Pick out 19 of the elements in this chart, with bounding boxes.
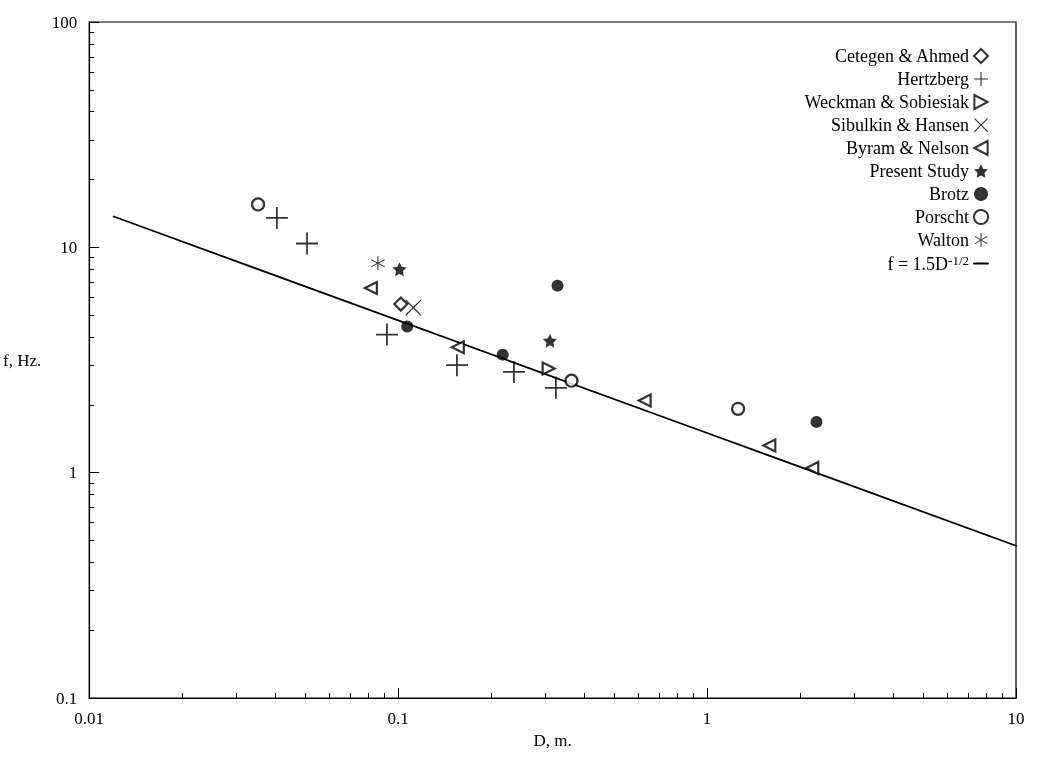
y-tick-label: 1 bbox=[68, 463, 78, 483]
legend-label: Present Study bbox=[869, 161, 969, 181]
x-axis-title: D, m. bbox=[533, 730, 572, 750]
y-axis-title: f, Hz. bbox=[3, 350, 42, 370]
x-tick-label: 0.01 bbox=[74, 709, 105, 728]
legend-label: Cetegen & Ahmed bbox=[835, 46, 969, 66]
legend-label: Sibulkin & Hansen bbox=[831, 115, 969, 135]
legend-label: Porscht bbox=[915, 207, 969, 227]
legend-label: Byram & Nelson bbox=[846, 138, 969, 158]
x-tick-label: 10 bbox=[1007, 709, 1025, 728]
y-tick-label: 0.1 bbox=[55, 688, 78, 708]
legend-label: Weckman & Sobiesiak bbox=[804, 92, 969, 112]
y-tick-label: 10 bbox=[60, 237, 78, 257]
y-tick-label: 100 bbox=[51, 12, 78, 32]
legend-label: Brotz bbox=[929, 184, 969, 204]
x-tick-label: 0.1 bbox=[387, 709, 409, 728]
legend-label: Walton bbox=[917, 230, 969, 250]
legend-label: Hertzberg bbox=[897, 69, 969, 89]
x-tick-label: 1 bbox=[702, 709, 712, 728]
